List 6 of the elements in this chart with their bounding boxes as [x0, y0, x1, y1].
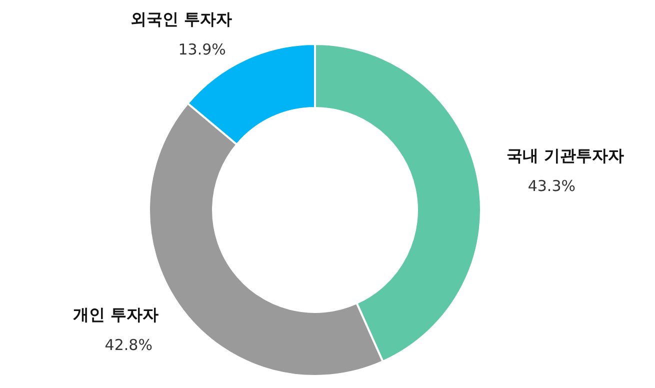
data-label: 43.3% — [528, 177, 576, 196]
data-label: 42.8% — [104, 336, 152, 354]
slice-label: 국내 기관투자자 — [506, 146, 624, 166]
slice-label: 개인 투자자 — [73, 305, 159, 324]
data-label: 13.9% — [178, 40, 226, 58]
slice-label: 외국인 투자자 — [130, 9, 232, 28]
